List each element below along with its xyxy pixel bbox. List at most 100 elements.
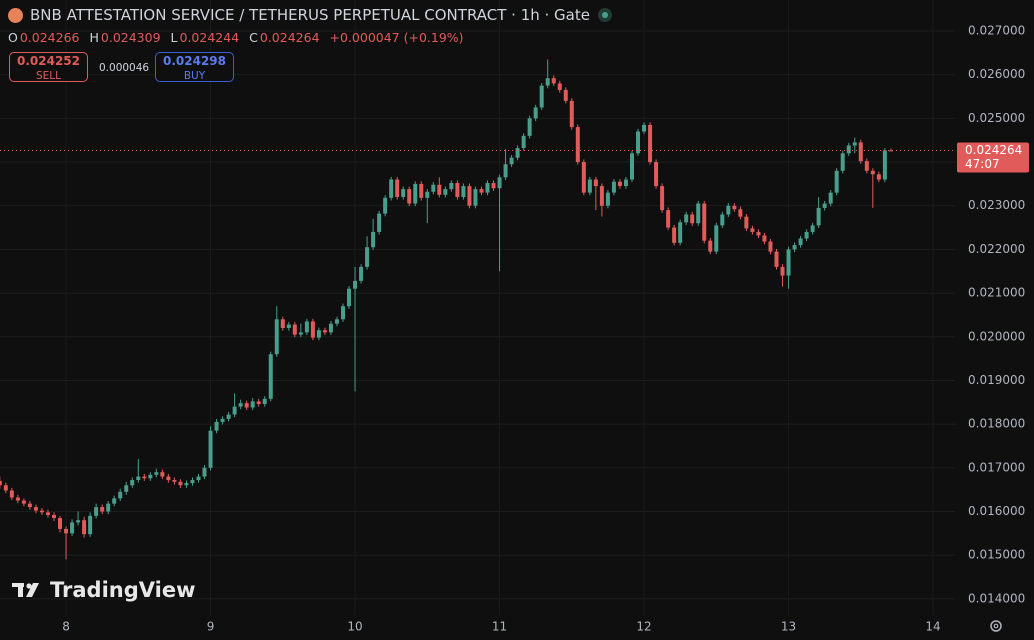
candle-body xyxy=(21,500,26,504)
candle-body xyxy=(298,332,303,335)
candle-body xyxy=(88,515,93,535)
candle-body xyxy=(401,189,406,197)
candle-body xyxy=(419,183,424,198)
candle-body xyxy=(449,183,454,190)
candle-body xyxy=(256,401,261,405)
candle-body xyxy=(70,522,75,534)
candle-body xyxy=(124,485,129,492)
symbol-title[interactable]: BNB ATTESTATION SERVICE / TETHERUS PERPE… xyxy=(30,6,590,24)
candle-body xyxy=(762,235,767,242)
candle-body xyxy=(527,118,532,136)
sell-button[interactable]: 0.024252 SELL xyxy=(9,52,88,82)
candle-body xyxy=(509,157,514,165)
y-tick-label: 0.017000 xyxy=(968,460,1025,474)
close-value: 0.024264 xyxy=(259,30,320,45)
candle-body xyxy=(738,209,743,217)
candle-body xyxy=(431,184,436,192)
candle-body xyxy=(371,231,376,248)
candle-body xyxy=(563,89,568,101)
watermark[interactable]: TradingView xyxy=(12,578,195,602)
candle-body xyxy=(780,266,785,276)
candle-body xyxy=(768,241,773,252)
candle-body xyxy=(64,528,69,534)
gear xyxy=(990,620,1002,632)
candle-body xyxy=(286,324,291,329)
candle-body xyxy=(623,179,628,187)
watermark-logo xyxy=(12,583,39,597)
candle-body xyxy=(292,324,297,335)
high-value: 0.024309 xyxy=(100,30,161,45)
candle-body xyxy=(702,203,707,241)
candle-body xyxy=(557,83,562,90)
candle-body xyxy=(0,480,2,486)
candle-body xyxy=(726,205,731,215)
y-tick-label: 0.025000 xyxy=(968,111,1025,125)
candle-body xyxy=(798,238,803,246)
candle-body xyxy=(82,520,87,535)
candle-body xyxy=(334,319,339,324)
candle-body xyxy=(521,135,526,149)
y-tick-label: 0.020000 xyxy=(968,329,1025,343)
candle-body xyxy=(810,225,815,232)
candle-body xyxy=(196,476,201,481)
change-value: +0.000047 (+0.19%) xyxy=(329,30,464,45)
last-price-label: 0.024264 xyxy=(965,143,1022,157)
candle-body xyxy=(9,490,14,498)
candle-body xyxy=(383,197,388,214)
candle-body xyxy=(214,421,219,431)
x-tick-label: 11 xyxy=(492,620,507,634)
candle-body xyxy=(864,161,869,171)
candle-body xyxy=(359,266,364,281)
candle-body xyxy=(238,403,243,407)
candle-body xyxy=(244,403,249,408)
candle-body xyxy=(232,406,237,415)
candle-body xyxy=(94,507,99,516)
candle-body xyxy=(27,503,32,508)
grid xyxy=(0,0,955,615)
candle-body xyxy=(130,480,135,486)
candle-body xyxy=(395,179,400,197)
candle-body xyxy=(870,170,875,175)
candle-body xyxy=(51,514,56,519)
candle-body xyxy=(15,497,20,501)
candle-body xyxy=(268,354,273,399)
candle-body xyxy=(666,210,671,228)
settings-button[interactable] xyxy=(990,620,1002,632)
candle-body xyxy=(581,162,586,193)
candle-body xyxy=(888,150,893,152)
candle-body xyxy=(708,240,713,252)
candle-body xyxy=(33,507,38,511)
candle-body xyxy=(720,214,725,226)
candle-body xyxy=(226,414,231,419)
candle-body xyxy=(732,205,737,210)
candle-body xyxy=(828,192,833,204)
candle-body xyxy=(443,189,448,195)
buy-button[interactable]: 0.024298 BUY xyxy=(155,52,234,82)
candle-body xyxy=(678,222,683,243)
candle-body xyxy=(118,491,123,499)
candle-body xyxy=(310,321,315,338)
axes: 0.0270000.0260000.0250000.0240000.023000… xyxy=(62,24,1029,634)
candle-body xyxy=(846,145,851,154)
plot xyxy=(0,59,955,560)
candle-body xyxy=(611,181,616,193)
candle-body xyxy=(660,186,665,211)
candle-body xyxy=(497,177,502,189)
sell-label: SELL xyxy=(36,70,61,82)
candle-body xyxy=(172,480,177,482)
buy-price: 0.024298 xyxy=(162,54,226,68)
y-tick-label: 0.015000 xyxy=(968,548,1025,562)
open-value: 0.024266 xyxy=(19,30,80,45)
candle-body xyxy=(822,203,827,208)
candle-body xyxy=(539,85,544,108)
candle-body xyxy=(648,124,653,163)
candle-body xyxy=(786,249,791,276)
candle-body xyxy=(377,213,382,232)
header: BNB ATTESTATION SERVICE / TETHERUS PERPE… xyxy=(8,6,612,24)
market-status xyxy=(597,8,612,22)
candle-body xyxy=(852,142,857,146)
candle-body xyxy=(389,179,394,198)
candle-body xyxy=(599,186,604,206)
